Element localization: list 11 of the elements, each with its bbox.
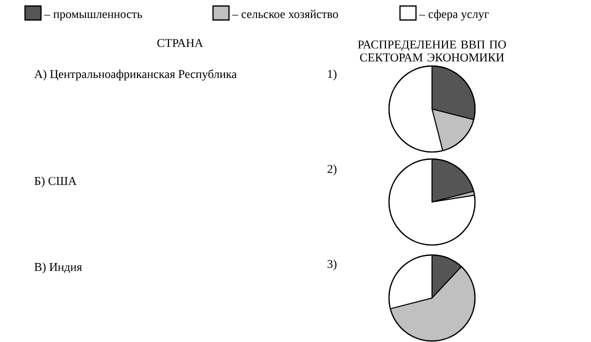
text: СТРАНА: [157, 38, 204, 48]
text: 1): [328, 70, 336, 80]
text: В) Индия: [34, 262, 82, 274]
legend-label: – промышленность: [44, 12, 142, 21]
chart-title: 3): [328, 260, 336, 270]
text: 2): [328, 164, 336, 176]
text: РАСПРЕДЕЛЕНИЕ ВВП ПО СЕКТОРАМ ЭКОНОМИКИ: [358, 40, 506, 62]
text: Б) США: [34, 176, 77, 188]
legend-label: – сельское хозяйство: [232, 10, 338, 18]
text: А) Центральноафриканская Республика: [34, 69, 237, 81]
legend-label: – сфера услуг: [419, 10, 489, 21]
